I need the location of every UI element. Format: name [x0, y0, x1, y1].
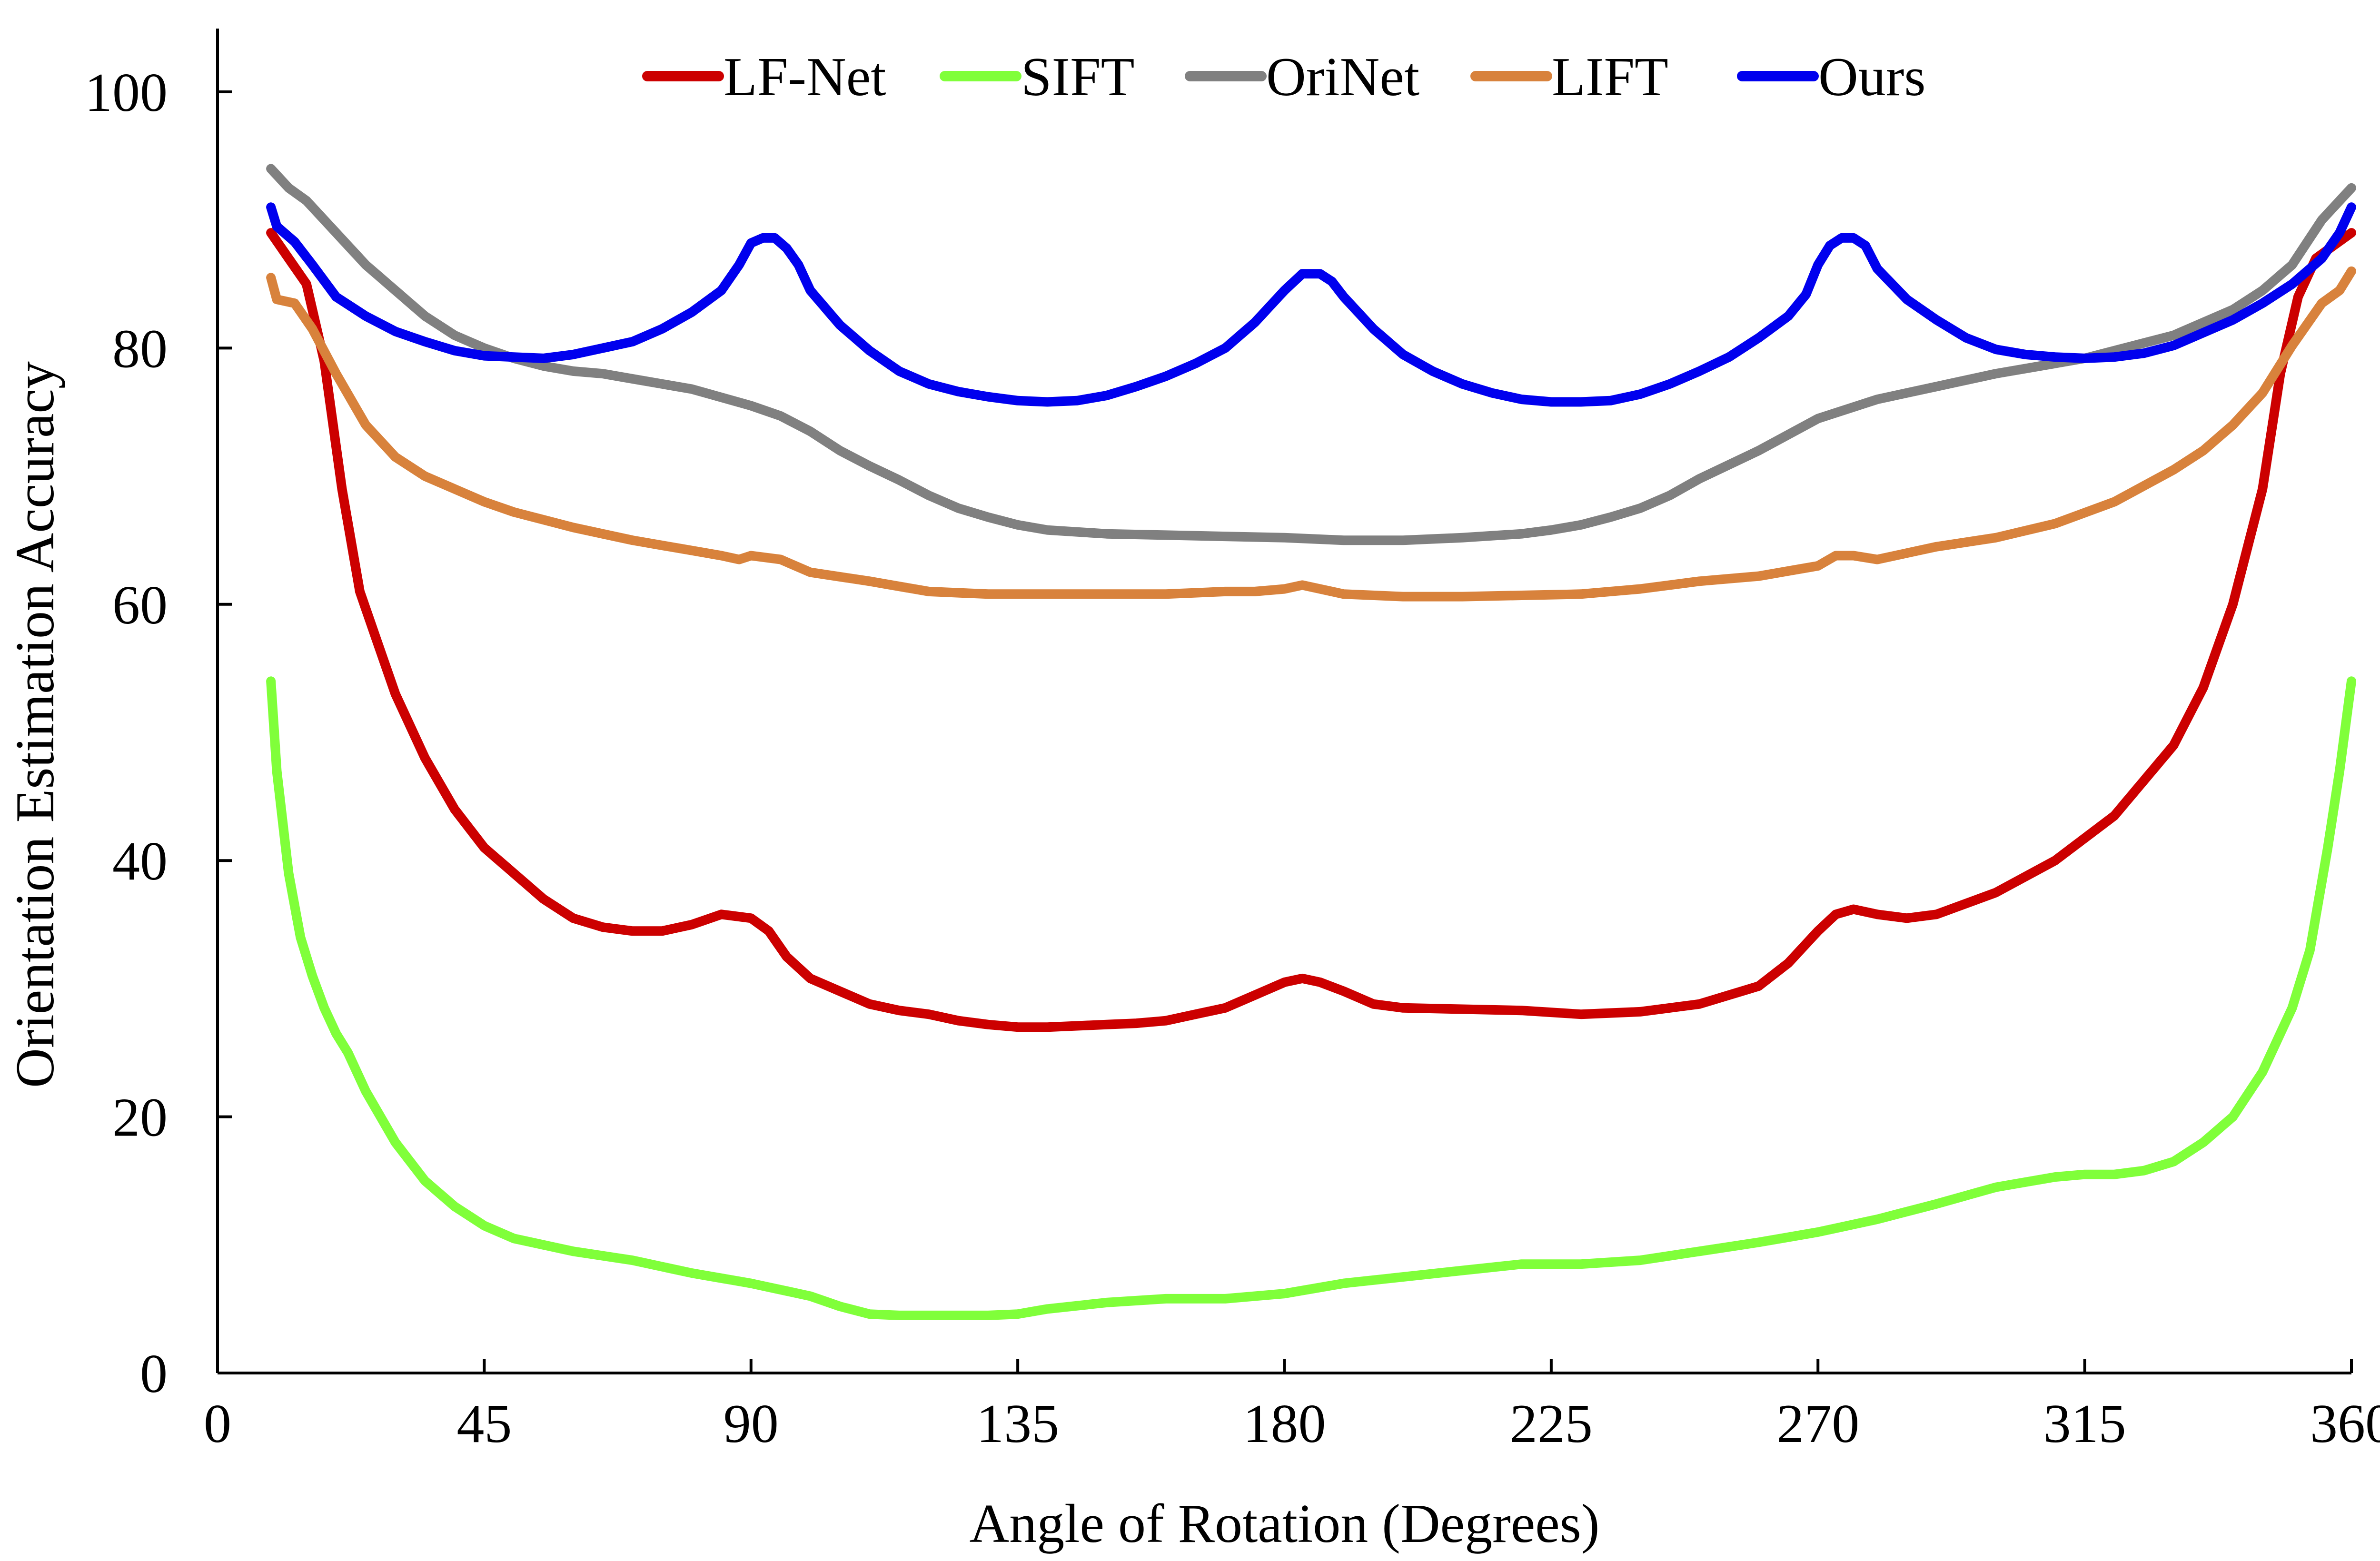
x-tick-label: 360 — [2310, 1393, 2380, 1454]
y-tick-label: 0 — [140, 1344, 168, 1404]
x-tick-label: 135 — [976, 1393, 1059, 1454]
legend-label-lift: LIFT — [1552, 47, 1668, 108]
x-tick-label: 180 — [1243, 1393, 1326, 1454]
y-tick-label: 100 — [85, 62, 168, 123]
x-tick-label: 45 — [456, 1393, 512, 1454]
y-tick-label: 60 — [112, 575, 168, 636]
legend-label-sift: SIFT — [1021, 47, 1135, 108]
series-line-sift — [266, 676, 2356, 1320]
series-line-lift — [266, 266, 2356, 602]
x-tick-label: 0 — [204, 1393, 231, 1454]
y-tick-label: 40 — [112, 831, 168, 892]
series-line-lf-net — [266, 228, 2356, 1032]
y-tick-label: 20 — [112, 1087, 168, 1148]
legend-label-lf-net: LF-Net — [724, 47, 886, 108]
y-tick-label: 80 — [112, 318, 168, 379]
legend-label-orinet: OriNet — [1266, 47, 1419, 108]
x-axis-title: Angle of Rotation (Degrees) — [970, 1493, 1600, 1554]
axes: 0 45 90 135 180 225 270 315 360 0 20 40 60 80 100 — [85, 29, 2380, 1454]
x-tick-label: 315 — [2043, 1393, 2126, 1454]
x-tick-label: 90 — [724, 1393, 779, 1454]
x-tick-label: 225 — [1510, 1393, 1593, 1454]
series-line-ours — [266, 202, 2356, 407]
legend-label-ours: Ours — [1818, 47, 1926, 108]
x-tick-label: 270 — [1776, 1393, 1859, 1454]
series-layer — [266, 164, 2356, 1320]
legend: LF-Net SIFT OriNet LIFT Ours — [642, 47, 1926, 108]
y-axis-title: Orientation Estimation Accuracy — [5, 361, 66, 1088]
